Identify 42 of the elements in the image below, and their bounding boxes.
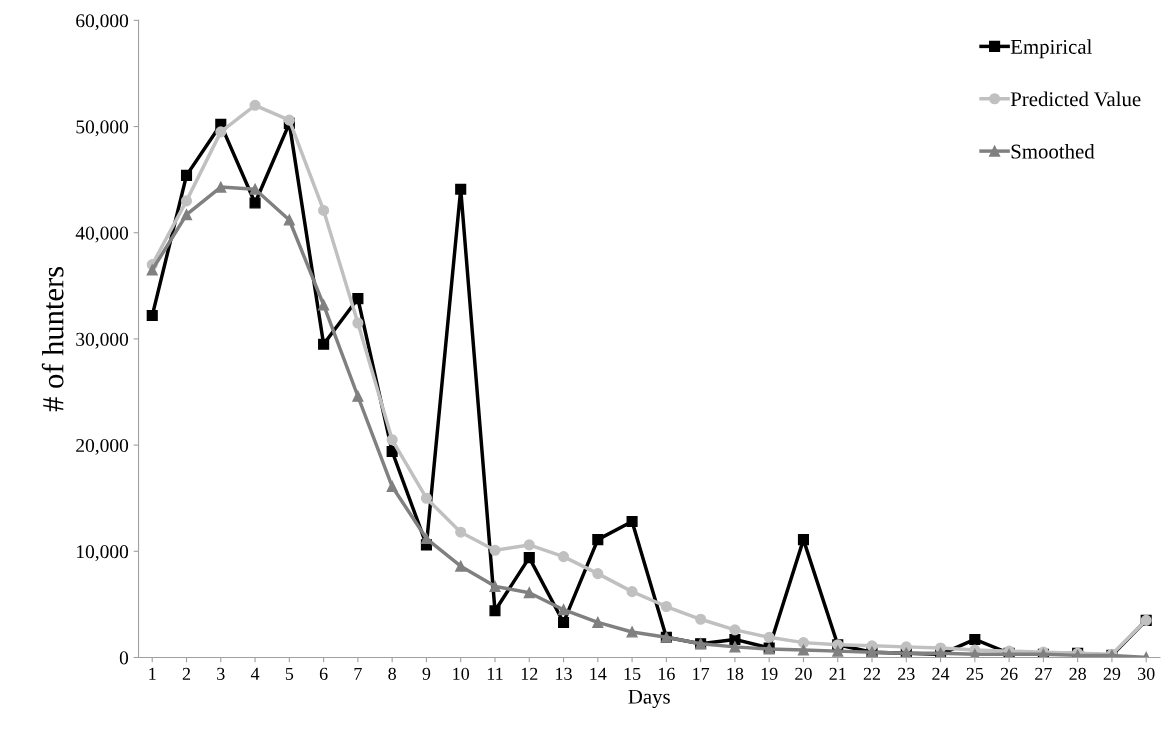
x-tick-label: 30 [1138,667,1155,680]
x-tick-label: 23 [898,667,915,680]
x-axis-title: Days [628,689,670,709]
y-axis-title: # of hunters [41,267,64,412]
x-tick-label: 1 [149,667,156,680]
x-tick-label: 19 [761,667,778,680]
y-tick-label: 50,000 [76,120,129,137]
x-tick-label: 14 [590,667,607,680]
x-tick-label: 24 [932,667,950,680]
x-tick-label: 26 [1000,667,1018,680]
x-tick-label: 16 [658,667,675,680]
x-tick-label: 21 [829,667,846,680]
x-tick-label: 10 [453,667,470,680]
x-tick-label: 28 [1069,667,1086,680]
x-tick-label: 25 [966,667,984,680]
x-tick-label: 8 [388,667,396,680]
x-tick-label: 9 [422,667,431,680]
x-tick-label: 11 [487,667,503,680]
legend-label: Predicted Value [1010,91,1141,107]
x-tick-label: 29 [1103,667,1121,680]
y-tick-label: 60,000 [76,14,129,31]
x-tick-label: 7 [354,667,362,680]
y-tick-label: 20,000 [76,438,129,455]
x-tick-label: 2 [182,667,191,680]
legend-label: Empirical [1010,39,1092,59]
x-tick-label: 6 [319,667,328,680]
x-tick-label: 3 [217,667,225,680]
x-tick-label: 18 [727,667,744,680]
x-tick-label: 15 [624,667,641,680]
x-tick-label: 22 [863,667,881,680]
x-tick-label: 17 [693,667,710,680]
x-tick-label: 20 [795,667,812,680]
y-tick-label: 10,000 [77,545,129,562]
x-tick-label: 5 [285,667,294,680]
x-tick-label: 27 [1035,667,1052,680]
y-tick-label: 40,000 [75,226,129,243]
x-tick-label: 12 [521,667,538,680]
x-tick-label: 4 [250,667,260,680]
y-tick-label: 30,000 [76,332,129,349]
y-tick-label: 0 [119,651,129,665]
x-tick-label: 13 [556,667,572,680]
legend-label: Smoothed [1011,143,1095,159]
